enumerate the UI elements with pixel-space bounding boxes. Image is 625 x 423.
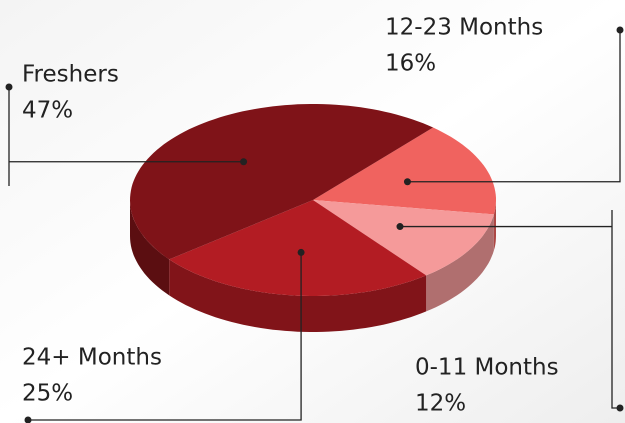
callouts: 12-23 Months 16% 0-11 Months 12% 24+ Months 2… xyxy=(5,15,624,423)
slice-label: 0-11 Months xyxy=(415,355,559,381)
leader-dot xyxy=(403,178,411,186)
slice-side xyxy=(426,214,494,312)
leader-dot xyxy=(616,26,624,34)
slice-label: 12-23 Months xyxy=(385,15,543,41)
pie xyxy=(130,104,496,332)
slice xyxy=(313,127,496,215)
value-label: 25% xyxy=(22,381,73,407)
slice-side xyxy=(130,200,170,296)
leader-dot xyxy=(24,416,32,423)
slice-side xyxy=(169,259,427,332)
leader-line xyxy=(8,87,244,186)
slice xyxy=(130,104,434,260)
leader-line xyxy=(407,30,621,183)
leader-line xyxy=(399,210,620,409)
slice xyxy=(313,200,494,276)
value-label: 47% xyxy=(22,98,73,124)
leader-dot xyxy=(396,223,404,231)
slice-side xyxy=(493,200,496,251)
slice xyxy=(169,200,427,296)
leader-dot xyxy=(297,248,305,256)
leader-dot xyxy=(240,158,248,166)
value-label: 16% xyxy=(385,51,436,77)
slice-label: Freshers xyxy=(22,62,119,88)
leader-dot xyxy=(5,83,13,91)
leader-dot xyxy=(616,404,624,412)
leader-line xyxy=(28,252,302,421)
value-label: 12% xyxy=(415,391,466,417)
slice-label: 24+ Months xyxy=(22,345,162,371)
